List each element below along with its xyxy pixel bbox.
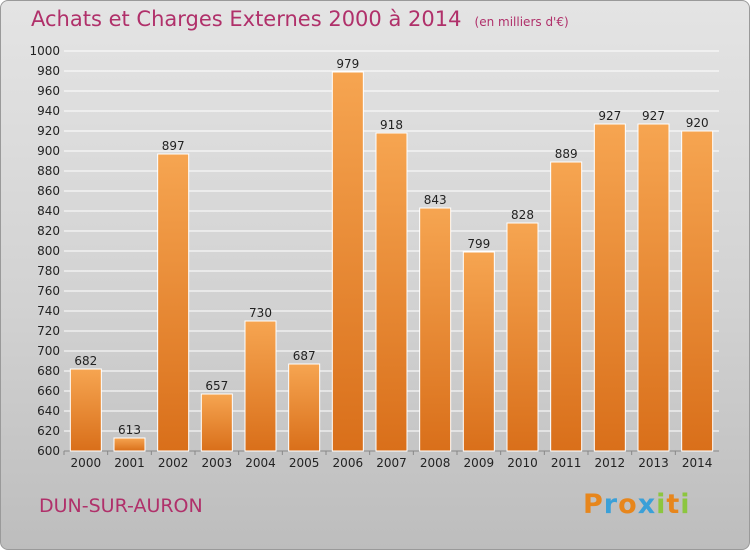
bar-2000 <box>69 368 102 452</box>
bars: 682 613 897 657 730 687 979 918 843 799 828 889 927 9… <box>69 57 714 452</box>
title-unit: (en milliers d'€) <box>474 15 569 29</box>
value-label-2010: 828 <box>511 208 534 222</box>
y-tick-label: 640 <box>37 404 60 418</box>
bar-2011 <box>550 161 583 452</box>
x-axis: 2000 2001 2002 2003 2004 2005 2006 2007 2008 2009… <box>63 451 713 470</box>
proxiti-logo[interactable]: Proxiti <box>583 489 691 520</box>
bar-2012 <box>593 123 626 452</box>
value-label-2007: 918 <box>380 118 403 132</box>
value-label-2011: 889 <box>555 147 578 161</box>
city-name: DUN-SUR-AURON <box>39 495 203 517</box>
logo-letter: o <box>618 489 638 520</box>
value-label-2000: 682 <box>74 354 97 368</box>
x-tick-label: 2001 <box>114 456 145 470</box>
bar-2013 <box>637 123 670 452</box>
value-label-2002: 897 <box>162 139 185 153</box>
bar-2014 <box>681 130 714 452</box>
x-tick-label: 2008 <box>420 456 451 470</box>
bar-2010 <box>506 222 539 452</box>
x-tick-label: 2010 <box>507 456 538 470</box>
value-label-2006: 979 <box>336 57 359 71</box>
y-tick-label: 760 <box>37 284 60 298</box>
y-tick-label: 600 <box>37 444 60 458</box>
chart-title: Achats et Charges Externes 2000 à 2014 (… <box>31 7 569 31</box>
y-tick-label: 780 <box>37 264 60 278</box>
value-label-2008: 843 <box>424 193 447 207</box>
y-tick-label: 740 <box>37 304 60 318</box>
x-tick-label: 2009 <box>464 456 495 470</box>
bar-2008 <box>419 207 452 452</box>
y-axis: 600 620 640 660 680 700 720 740 760 780 800 820 840 8… <box>29 44 60 458</box>
value-label-2013: 927 <box>642 109 665 123</box>
logo-letter: r <box>603 489 619 520</box>
x-tick-label: 2014 <box>682 456 713 470</box>
value-label-2005: 687 <box>293 349 316 363</box>
value-label-2004: 730 <box>249 306 272 320</box>
y-tick-label: 820 <box>37 224 60 238</box>
y-tick-label: 920 <box>37 124 60 138</box>
title-text: Achats et Charges Externes 2000 à 2014 <box>31 7 462 31</box>
y-tick-label: 620 <box>37 424 60 438</box>
logo-letter: t <box>666 489 681 520</box>
x-tick-label: 2003 <box>202 456 233 470</box>
x-tick-label: 2004 <box>245 456 276 470</box>
y-tick-label: 980 <box>37 64 60 78</box>
y-tick-label: 660 <box>37 384 60 398</box>
y-tick-label: 1000 <box>29 44 60 58</box>
y-tick-label: 800 <box>37 244 60 258</box>
value-label-2014: 920 <box>686 116 709 130</box>
logo-letter: i <box>680 489 691 520</box>
bar-2002 <box>157 153 190 452</box>
bar-2007 <box>375 132 408 452</box>
y-tick-label: 860 <box>37 184 60 198</box>
bar-2006 <box>331 71 364 452</box>
x-tick-label: 2005 <box>289 456 320 470</box>
x-tick-label: 2013 <box>638 456 669 470</box>
y-tick-label: 840 <box>37 204 60 218</box>
value-label-2003: 657 <box>205 379 228 393</box>
y-tick-label: 900 <box>37 144 60 158</box>
logo-letter: P <box>583 489 604 520</box>
y-tick-label: 960 <box>37 84 60 98</box>
y-tick-label: 720 <box>37 324 60 338</box>
y-tick-label: 680 <box>37 364 60 378</box>
logo-letter: x <box>637 489 657 520</box>
value-label-2001: 613 <box>118 423 141 437</box>
x-tick-label: 2000 <box>71 456 102 470</box>
x-tick-label: 2011 <box>551 456 582 470</box>
bar-2009 <box>462 251 495 452</box>
bar-2004 <box>244 320 277 452</box>
bar-2003 <box>200 393 233 452</box>
value-label-2009: 799 <box>467 237 490 251</box>
y-tick-label: 700 <box>37 344 60 358</box>
y-tick-label: 940 <box>37 104 60 118</box>
x-tick-label: 2002 <box>158 456 189 470</box>
y-tick-label: 880 <box>37 164 60 178</box>
logo-letter: i <box>656 489 667 520</box>
x-tick-label: 2006 <box>333 456 364 470</box>
x-tick-label: 2007 <box>376 456 407 470</box>
bar-2005 <box>288 363 321 452</box>
value-label-2012: 927 <box>598 109 621 123</box>
bar-2001 <box>113 437 146 452</box>
x-tick-label: 2012 <box>595 456 626 470</box>
